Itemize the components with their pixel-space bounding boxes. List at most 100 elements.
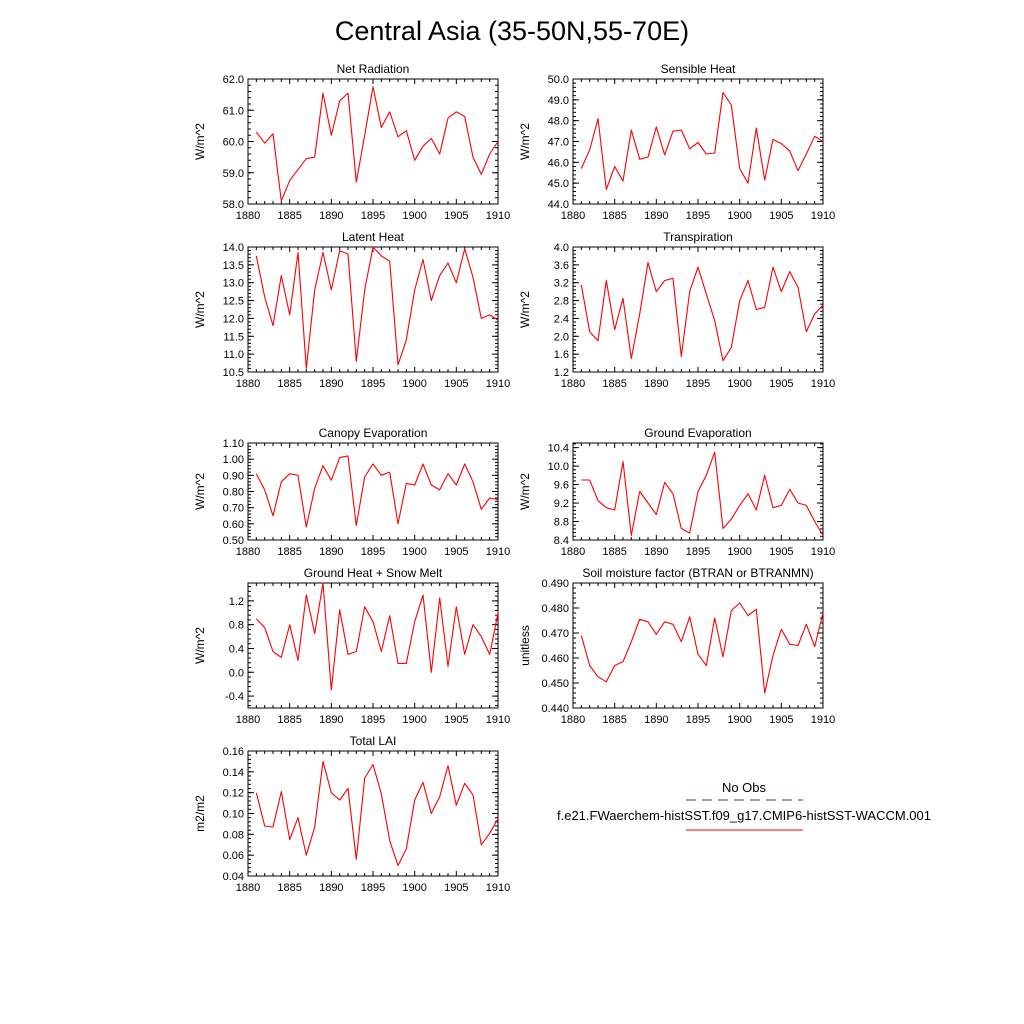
y-axis-label: W/m^2 (518, 291, 532, 328)
x-tick-label: 1905 (769, 378, 793, 390)
y-tick-label: 1.00 (223, 454, 244, 466)
plot-frame (572, 78, 824, 205)
panel-title: Net Radiation (337, 62, 410, 76)
y-tick-label: 4.0 (554, 242, 569, 254)
x-tick-label: 1900 (402, 882, 426, 894)
y-tick-label: 0.90 (223, 470, 244, 482)
x-tick-label: 1890 (644, 210, 668, 222)
x-tick-label: 1895 (361, 882, 385, 894)
x-tick-label: 1895 (686, 714, 710, 726)
y-tick-label: 48.0 (548, 116, 569, 128)
x-tick-label: 1885 (602, 546, 626, 558)
x-tick-label: 1885 (277, 378, 301, 390)
x-tick-label: 1910 (486, 714, 510, 726)
x-tick-label: 1900 (727, 714, 751, 726)
y-tick-label: 0.0 (229, 667, 244, 679)
x-tick-label: 1905 (769, 714, 793, 726)
x-tick-label: 1885 (602, 210, 626, 222)
x-tick-label: 1890 (319, 546, 343, 558)
y-tick-label: 50.0 (548, 74, 569, 86)
x-tick-label: 1890 (319, 378, 343, 390)
legend: No Obs f.e21.FWaerchem-histSST.f09_g17.C… (557, 780, 931, 831)
y-axis-label: W/m^2 (518, 123, 532, 160)
panel-9: Total LAI 1880 1885 1890 1895 1900 1905 1910 0.0… (193, 734, 510, 894)
x-tick-label: 1885 (277, 714, 301, 726)
y-tick-label: 46.0 (548, 157, 569, 169)
x-tick-label: 1885 (277, 546, 301, 558)
y-tick-label: 47.0 (548, 137, 569, 149)
x-tick-label: 1900 (727, 210, 751, 222)
x-tick-label: 1910 (811, 210, 835, 222)
plot-frame (572, 246, 824, 373)
y-tick-label: 0.440 (541, 703, 569, 715)
series-line (255, 246, 499, 369)
series-line (580, 602, 824, 694)
x-tick-label: 1905 (444, 714, 468, 726)
y-tick-label: 8.4 (554, 535, 569, 547)
y-tick-label: 9.2 (554, 498, 569, 510)
y-tick-label: 1.2 (229, 596, 244, 608)
x-tick-label: 1910 (486, 210, 510, 222)
y-tick-label: 0.12 (223, 788, 244, 800)
panel-4: Transpiration 1880 1885 1890 1895 1900 1905 191… (518, 230, 835, 390)
panel-title: Soil moisture factor (BTRAN or BTRANMN) (582, 566, 813, 580)
y-axis-label: W/m^2 (193, 473, 207, 510)
x-tick-label: 1885 (277, 210, 301, 222)
y-tick-label: 60.0 (223, 137, 244, 149)
panel-8: Soil moisture factor (BTRAN or BTRANMN) 1… (518, 566, 835, 726)
x-tick-label: 1895 (686, 378, 710, 390)
x-tick-label: 1900 (727, 378, 751, 390)
y-tick-label: 0.50 (223, 535, 244, 547)
x-tick-label: 1910 (486, 882, 510, 894)
y-axis-label: W/m^2 (518, 473, 532, 510)
y-tick-label: 58.0 (223, 199, 244, 211)
x-tick-label: 1880 (561, 378, 585, 390)
y-tick-label: 9.6 (554, 480, 569, 492)
y-tick-label: 0.14 (223, 767, 244, 779)
x-tick-label: 1905 (444, 882, 468, 894)
y-tick-label: 11.5 (223, 331, 244, 343)
y-tick-label: 1.6 (554, 349, 569, 361)
series-line (255, 86, 499, 202)
y-tick-label: 45.0 (548, 178, 569, 190)
y-tick-label: -0.4 (225, 691, 244, 703)
y-tick-label: 10.0 (548, 461, 569, 473)
y-axis-label: m2/m2 (193, 795, 207, 832)
y-tick-label: 49.0 (548, 95, 569, 107)
x-tick-label: 1880 (561, 210, 585, 222)
y-tick-label: 13.5 (223, 260, 244, 272)
y-tick-label: 12.0 (223, 313, 244, 325)
x-tick-label: 1880 (236, 210, 260, 222)
x-tick-label: 1885 (277, 882, 301, 894)
x-tick-label: 1900 (402, 714, 426, 726)
y-axis-label: unitless (518, 625, 532, 666)
y-tick-label: 0.470 (541, 628, 569, 640)
y-tick-label: 0.04 (223, 871, 244, 883)
panels-group: Net Radiation 1880 1885 1890 1895 1900 1905 191… (193, 62, 835, 894)
panel-title: Latent Heat (342, 230, 405, 244)
x-tick-label: 1890 (644, 546, 668, 558)
x-tick-label: 1910 (486, 378, 510, 390)
y-tick-label: 14.0 (223, 242, 244, 254)
series-line (581, 451, 824, 536)
x-tick-label: 1890 (319, 714, 343, 726)
series-line (255, 455, 499, 528)
plot-frame (247, 78, 499, 205)
y-tick-label: 13.0 (223, 278, 244, 290)
y-tick-label: 2.4 (554, 313, 569, 325)
x-tick-label: 1885 (602, 714, 626, 726)
y-tick-label: 0.60 (223, 519, 244, 531)
x-tick-label: 1905 (444, 546, 468, 558)
x-tick-label: 1890 (644, 378, 668, 390)
y-tick-label: 3.2 (554, 278, 569, 290)
y-tick-label: 0.70 (223, 503, 244, 515)
y-tick-label: 0.4 (229, 643, 244, 655)
x-tick-label: 1895 (361, 378, 385, 390)
plot-frame (247, 442, 499, 541)
panel-title: Sensible Heat (661, 62, 736, 76)
y-tick-label: 59.0 (223, 168, 244, 180)
legend-obs-label: No Obs (722, 780, 767, 795)
y-tick-label: 3.6 (554, 260, 569, 272)
x-tick-label: 1895 (686, 546, 710, 558)
panel-5: Canopy Evaporation 1880 1885 1890 1895 1900 19… (193, 426, 510, 558)
